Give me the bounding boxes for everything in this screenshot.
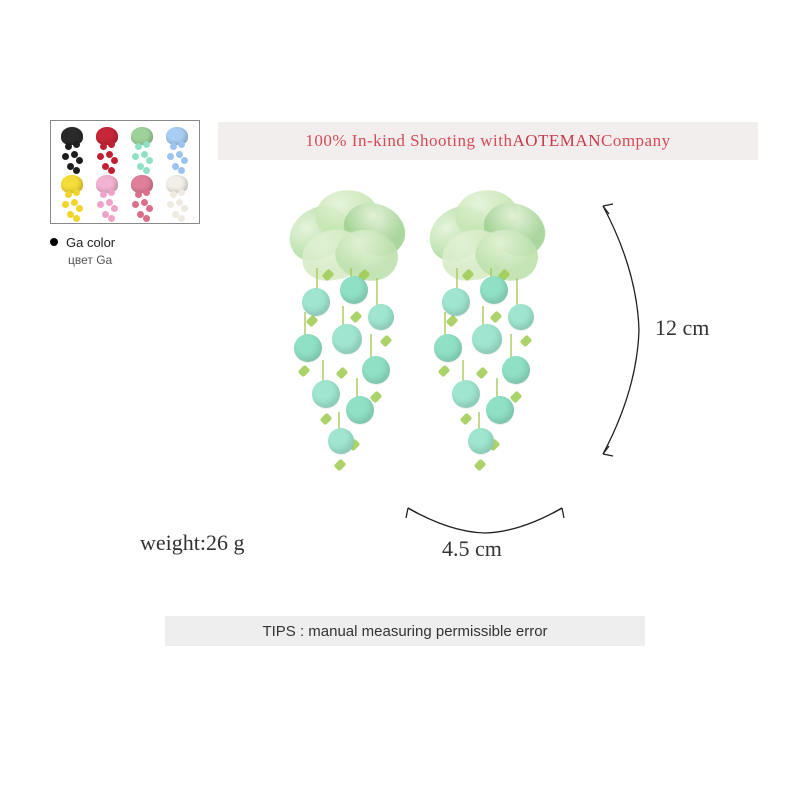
swatch-rose[interactable] xyxy=(127,175,157,219)
swatch-label-secondary: цвет Ga xyxy=(68,252,200,268)
width-label: 4.5 cm xyxy=(442,536,502,562)
earring-left xyxy=(280,190,410,490)
swatch-label-primary: Ga color xyxy=(66,235,115,250)
swatch-blue[interactable] xyxy=(162,127,192,171)
color-swatch-panel: Ga color цвет Ga xyxy=(50,120,200,268)
width-bracket-icon xyxy=(400,500,570,538)
swatch-pink[interactable] xyxy=(92,175,122,219)
tips-text: TIPS : manual measuring permissible erro… xyxy=(262,623,547,640)
tips-bar: TIPS : manual measuring permissible erro… xyxy=(165,616,645,646)
swatch-label: Ga color цвет Ga xyxy=(50,234,200,268)
banner-prefix: 100% In-kind Shooting with xyxy=(305,131,512,151)
swatch-green[interactable] xyxy=(127,127,157,171)
swatch-white[interactable] xyxy=(162,175,192,219)
color-swatch-grid xyxy=(50,120,200,224)
product-stage xyxy=(260,190,600,500)
bullet-icon xyxy=(50,238,58,246)
banner-brand: AOTEMAN xyxy=(512,131,601,151)
height-bracket-icon xyxy=(595,200,655,460)
earring-right xyxy=(420,190,550,490)
dimension-width: 4.5 cm xyxy=(400,500,570,570)
height-label: 12 cm xyxy=(655,315,709,341)
tassel xyxy=(290,268,400,478)
swatch-yellow[interactable] xyxy=(57,175,87,219)
swatch-black[interactable] xyxy=(57,127,87,171)
shooting-banner: 100% In-kind Shooting with AOTEMAN Compa… xyxy=(218,122,758,160)
swatch-red[interactable] xyxy=(92,127,122,171)
dimension-height: 12 cm xyxy=(595,200,705,460)
weight-text: weight:26 g xyxy=(140,530,245,556)
banner-suffix: Company xyxy=(601,131,671,151)
tassel xyxy=(430,268,540,478)
